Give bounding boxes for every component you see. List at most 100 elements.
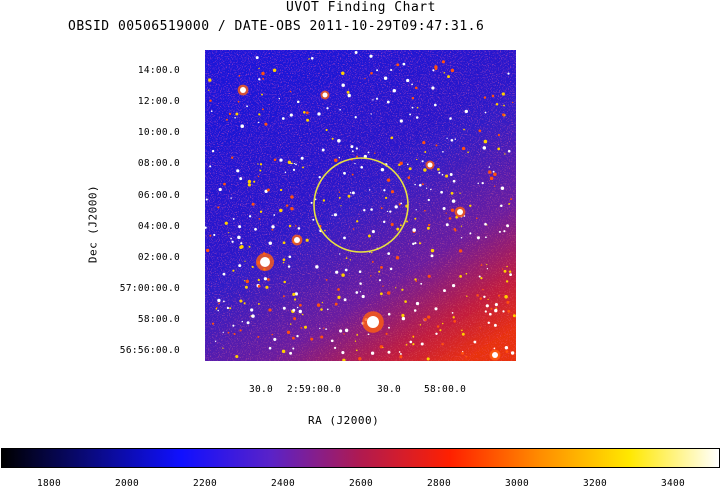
star: [243, 302, 246, 305]
star: [449, 173, 453, 176]
star: [294, 292, 298, 296]
star: [306, 118, 310, 122]
star: [235, 112, 239, 116]
star: [364, 77, 366, 80]
star: [386, 210, 389, 213]
sky-image-svg: [205, 50, 516, 361]
star: [387, 252, 391, 255]
star: [338, 196, 341, 199]
star: [343, 333, 345, 335]
star: [402, 62, 406, 66]
star: [465, 355, 468, 358]
star: [325, 128, 328, 132]
star: [370, 275, 372, 277]
star: [241, 320, 243, 323]
star: [247, 179, 252, 184]
star: [240, 124, 244, 128]
star: [312, 218, 315, 221]
star: [290, 207, 294, 211]
dec-tick-label: 08:00.0: [137, 158, 180, 169]
star: [292, 347, 295, 350]
colorbar-tick-label: 2400: [270, 478, 296, 489]
star: [449, 117, 452, 120]
star: [489, 176, 494, 181]
star: [268, 346, 272, 350]
star: [422, 141, 426, 145]
star: [493, 323, 497, 327]
bright-star: [427, 162, 433, 168]
star: [258, 67, 260, 70]
star: [396, 63, 400, 67]
star: [512, 314, 516, 318]
star: [458, 249, 463, 253]
ra-tick-label: 30.0: [249, 384, 274, 395]
sky-background: [205, 50, 516, 361]
star: [281, 117, 285, 120]
colorbar-tick-label: 2600: [348, 478, 374, 489]
star: [228, 112, 231, 115]
star: [246, 321, 250, 325]
star: [379, 292, 383, 296]
star: [211, 322, 215, 325]
star: [208, 89, 210, 91]
star: [498, 230, 501, 233]
star: [442, 151, 444, 153]
star: [405, 343, 408, 346]
star: [387, 350, 391, 354]
star: [265, 285, 269, 289]
star: [398, 351, 401, 353]
star: [448, 217, 452, 220]
star: [285, 204, 289, 207]
star: [424, 209, 426, 212]
star: [298, 309, 302, 314]
star: [288, 255, 292, 259]
star: [375, 97, 379, 100]
star: [435, 332, 438, 336]
star: [246, 279, 249, 282]
star: [367, 333, 370, 336]
star: [244, 280, 246, 282]
star: [335, 213, 338, 215]
star: [363, 209, 366, 212]
star: [507, 309, 511, 313]
star: [465, 272, 468, 275]
star: [491, 94, 495, 98]
star: [337, 139, 341, 143]
star: [257, 284, 261, 288]
star: [350, 145, 354, 149]
star: [399, 119, 403, 123]
star: [237, 100, 240, 103]
star: [380, 207, 383, 210]
star: [486, 268, 489, 270]
star: [390, 222, 394, 227]
sky-image: [205, 50, 516, 361]
star: [293, 317, 297, 321]
star: [330, 339, 334, 343]
star: [238, 74, 241, 77]
star: [476, 236, 480, 240]
star: [259, 210, 263, 214]
ra-tick-label: 2:59:00.0: [287, 384, 342, 395]
star: [254, 227, 257, 231]
star: [378, 279, 382, 282]
star: [214, 340, 217, 342]
star: [251, 202, 255, 206]
star: [352, 228, 355, 230]
star: [424, 151, 427, 153]
star: [485, 236, 487, 239]
star: [435, 144, 438, 147]
star: [430, 248, 435, 253]
star: [486, 263, 488, 266]
bright-star: [457, 209, 463, 215]
star: [412, 336, 415, 338]
star: [273, 158, 277, 162]
star: [500, 186, 505, 191]
star: [258, 113, 261, 116]
star: [494, 308, 498, 313]
dec-tick-label: 14:00.0: [137, 65, 180, 76]
star: [461, 329, 463, 332]
star: [338, 191, 340, 193]
star: [378, 270, 381, 273]
star: [371, 260, 374, 263]
star: [289, 90, 292, 93]
